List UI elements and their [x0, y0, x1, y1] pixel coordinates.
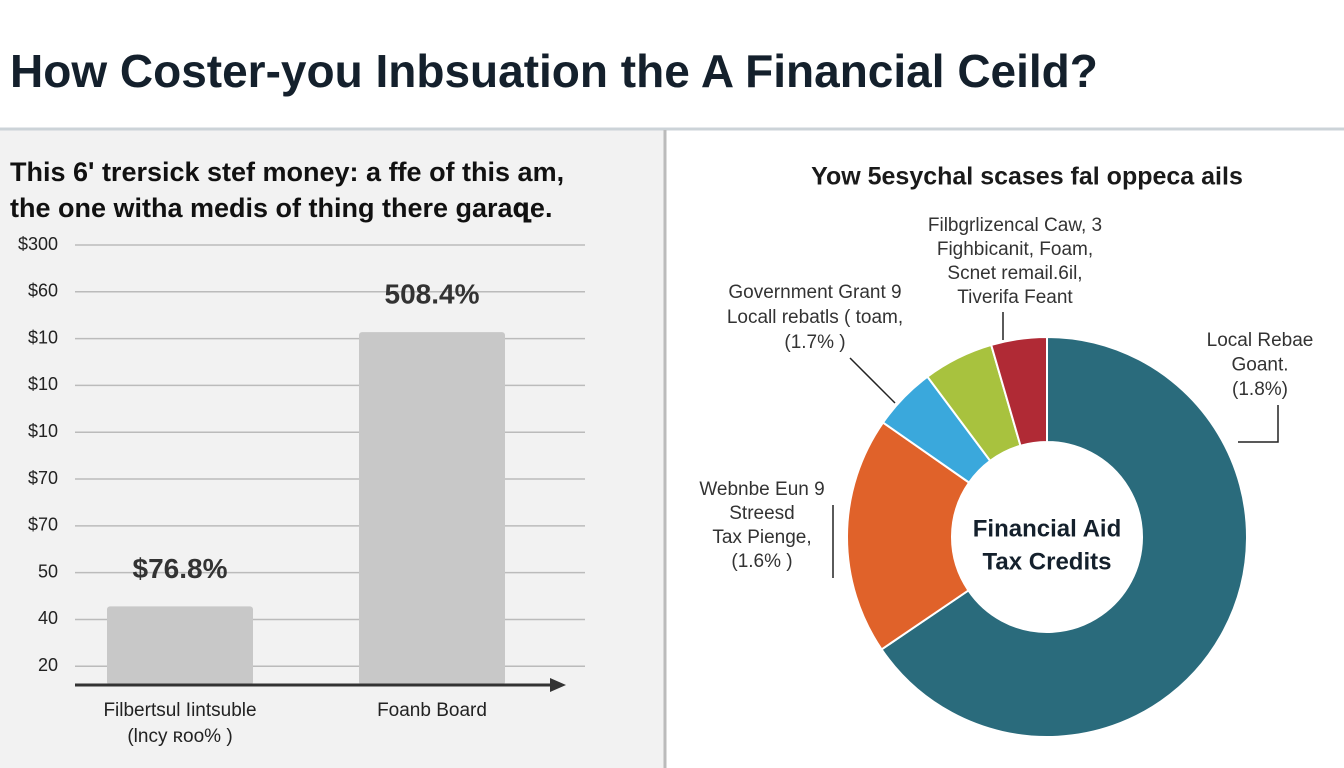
y-tick-label: $60 [28, 281, 58, 301]
chart-subtitle: This 6ʹ trersick stef money: a ffe of th… [10, 157, 564, 187]
x-tick-label: Foanb Board [377, 700, 487, 721]
bar [359, 332, 505, 685]
left-panel [0, 130, 665, 768]
center-label: Tax Credits [983, 548, 1112, 575]
donut-slice [989, 335, 1048, 448]
slice-label: Streesd [729, 503, 794, 524]
slice-label: Tax Pienge, [712, 527, 811, 548]
slice-label: Locall rebatls ( toam, [727, 307, 903, 328]
slice-label: Filbgrlizencal Caw, 3 [928, 215, 1102, 236]
y-tick-label: $10 [28, 374, 58, 394]
y-tick-label: $10 [28, 327, 58, 347]
slice-label: Webnbe Eun 9 [699, 479, 824, 500]
slice-label: Scnet remail.6il, [947, 263, 1082, 284]
x-tick-label: Filbertsul Iintsuble [103, 700, 256, 721]
chart-title: Yow 5esychal scases fal oppeca ails [811, 163, 1243, 191]
donut-slice [846, 421, 971, 651]
donut-slice [880, 335, 1248, 738]
slice-label: Goant. [1231, 355, 1288, 376]
chart-subtitle: the one witha medis of thing there garaզ… [10, 193, 552, 223]
y-tick-label: $300 [18, 234, 58, 254]
x-axis-arrow [550, 678, 566, 692]
y-tick-label: $70 [28, 515, 58, 535]
bar-annotation: 508.4% [385, 278, 480, 309]
slice-label: Tiverifa Feant [957, 287, 1073, 308]
y-tick-label: $70 [28, 468, 58, 488]
bar [107, 606, 253, 685]
bar-annotation: $76.8% [133, 553, 228, 584]
center-label: Financial Aid [973, 515, 1121, 542]
y-tick-label: 20 [38, 655, 58, 675]
leader-line [849, 357, 896, 404]
slice-label: Government Grant 9 [728, 282, 901, 303]
slice-label: (1.8%) [1232, 379, 1288, 400]
y-tick-label: $10 [28, 421, 58, 441]
page-title: How Coster-you Inbsuation the A Financia… [10, 45, 1098, 97]
y-tick-label: 50 [38, 561, 58, 581]
slice-label: (1.7% ) [784, 332, 845, 353]
y-tick-label: 40 [38, 608, 58, 628]
leader-line [1238, 405, 1279, 443]
slice-label: Fighbicanit, Foam, [937, 239, 1093, 260]
x-tick-sublabel: (Ɩncy ʀoo% ) [127, 726, 232, 747]
slice-label: Local Rebae [1207, 330, 1314, 351]
slice-label: (1.6% ) [731, 551, 792, 572]
